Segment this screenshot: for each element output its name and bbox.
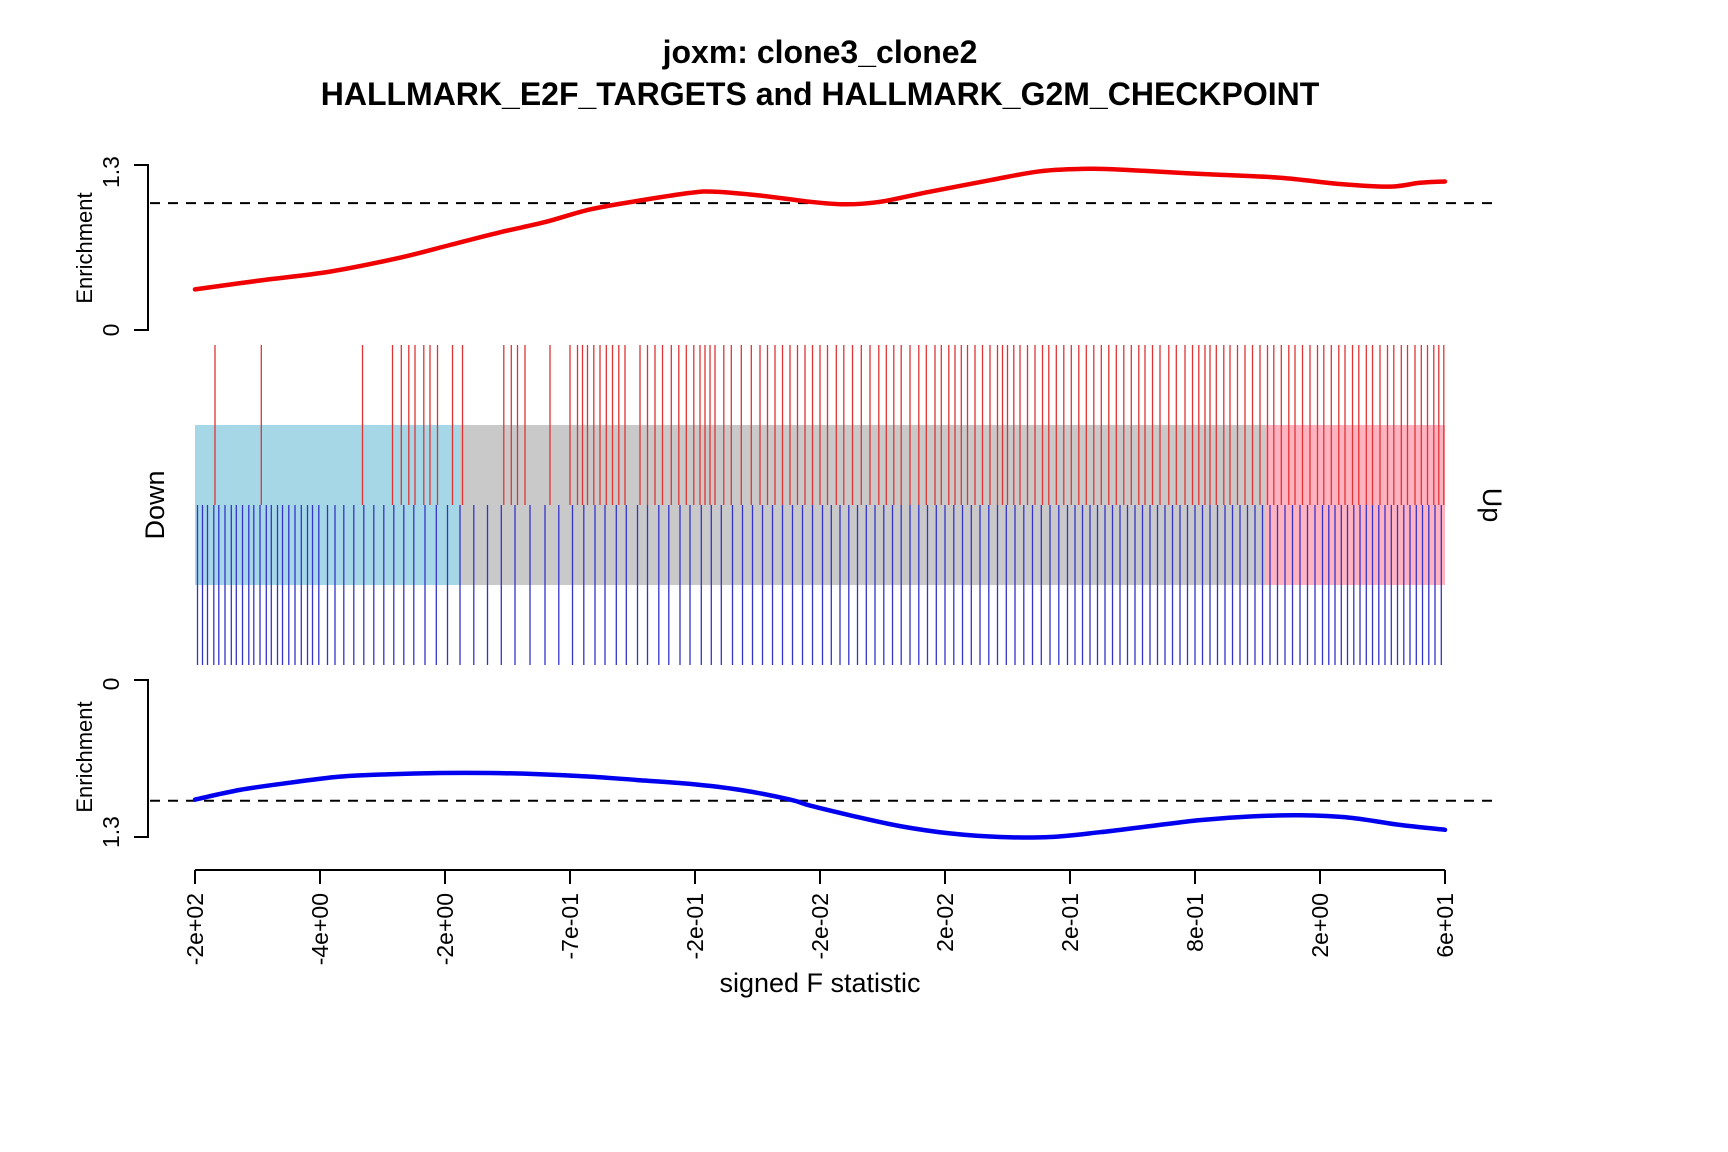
top-axis-tick-low: 0 xyxy=(98,324,124,337)
chart-title: joxm: clone3_clone2 xyxy=(662,34,978,70)
middle-region-band xyxy=(460,425,1265,585)
x-tick-label: -7e-01 xyxy=(557,893,583,959)
bottom-enrichment-axis xyxy=(134,679,149,838)
x-tick-label: 2e-02 xyxy=(932,893,958,952)
x-tick-label: -2e-02 xyxy=(807,893,833,959)
barcode-track: Down Up xyxy=(140,345,1507,665)
bottom-axis-tick-high: 1.3 xyxy=(98,816,124,848)
down-label: Down xyxy=(140,470,170,539)
x-axis: -2e+02 -4e+00 -2e+00 -7e-01 -2e-01 -2e-02 2e-0… xyxy=(182,869,1458,965)
chart-subtitle: HALLMARK_E2F_TARGETS and HALLMARK_G2M_CH… xyxy=(320,76,1320,112)
bottom-axis-label: Enrichment xyxy=(72,701,97,812)
x-tick-label: 2e-01 xyxy=(1057,893,1083,952)
x-tick-label: -4e+00 xyxy=(307,893,333,965)
x-axis-title: signed F statistic xyxy=(719,968,921,998)
top-worm-panel: 1.3 0 Enrichment xyxy=(72,156,1495,336)
x-tick-label: -2e+00 xyxy=(432,893,458,965)
blue-enrichment-worm xyxy=(192,770,1448,840)
bottom-axis-tick-low: 0 xyxy=(98,678,124,691)
x-tick-label: 8e-01 xyxy=(1182,893,1208,952)
x-tick-label: 2e+00 xyxy=(1307,893,1333,958)
top-enrichment-axis xyxy=(134,164,149,331)
red-enrichment-worm xyxy=(192,166,1448,292)
up-label: Up xyxy=(1477,488,1507,523)
x-tick-label: 6e+01 xyxy=(1432,893,1458,958)
x-tick-label: -2e+02 xyxy=(182,893,208,965)
top-axis-label: Enrichment xyxy=(72,192,97,303)
x-tick-label: -2e-01 xyxy=(682,893,708,959)
top-axis-tick-high: 1.3 xyxy=(98,156,124,188)
